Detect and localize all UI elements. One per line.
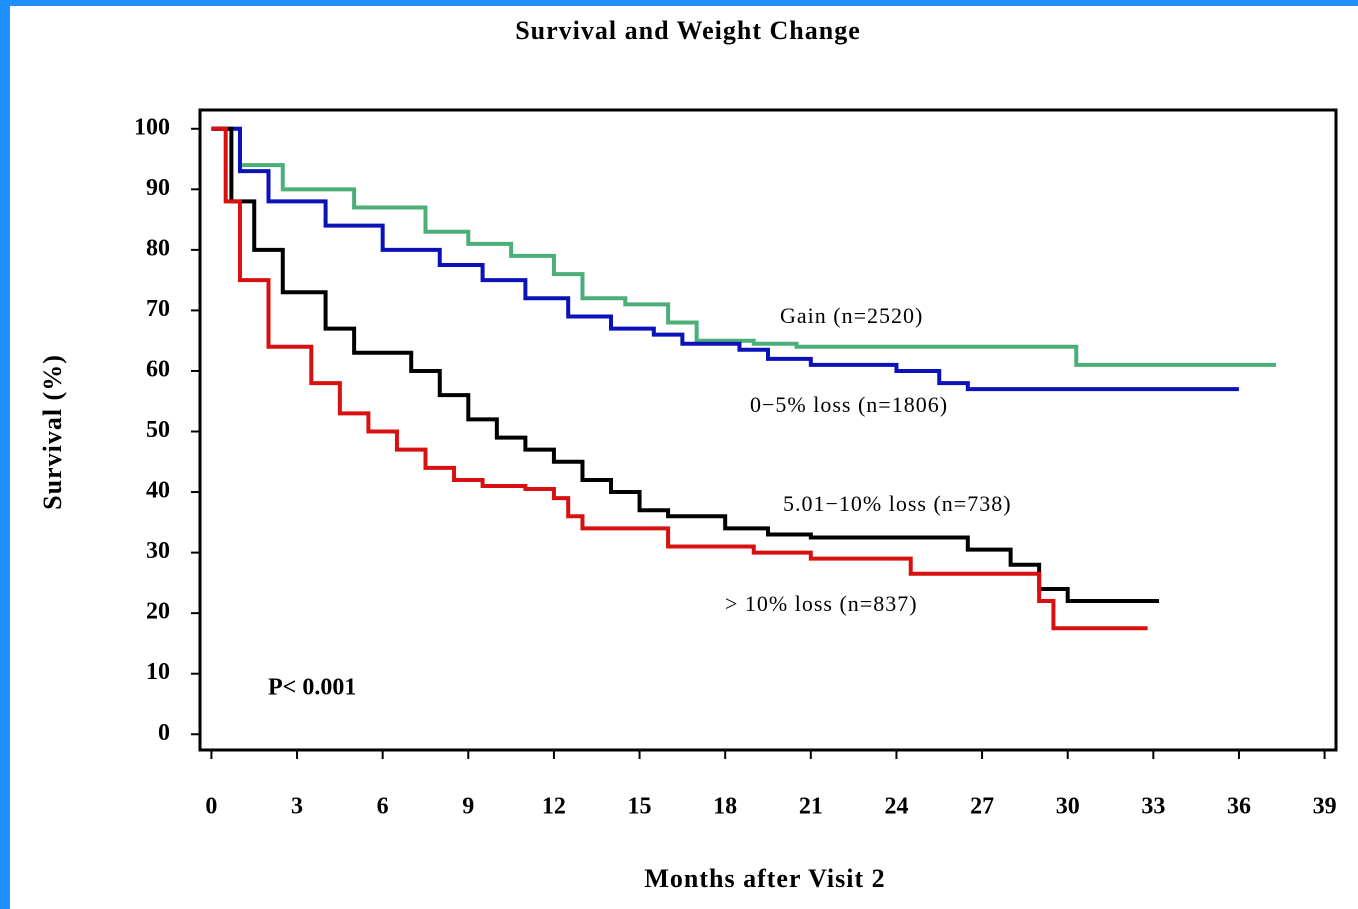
x-tick-label: 15: [628, 794, 652, 820]
x-tick-label: 30: [1056, 794, 1080, 820]
chart-title: Survival and Weight Change: [515, 16, 861, 45]
x-tick-label: 3: [291, 794, 303, 820]
series-label: Gain (n=2520): [780, 303, 923, 328]
x-tick-label: 36: [1227, 794, 1251, 820]
y-tick-label: 80: [146, 235, 170, 261]
plot-frame: [198, 108, 1338, 752]
y-tick-label: 100: [134, 114, 170, 140]
x-tick-label: 24: [884, 794, 908, 820]
survival-curve: [211, 126, 1239, 392]
y-tick-label: 50: [146, 417, 170, 443]
p-value-annotation: P< 0.001: [268, 675, 356, 701]
y-tick-label: 0: [158, 720, 170, 746]
survival-curve: [211, 126, 1160, 604]
panel: [10, 6, 1358, 909]
x-tick-label: 39: [1313, 794, 1337, 820]
survival-curve: [211, 126, 1148, 631]
x-tick-label: 27: [970, 794, 994, 820]
x-tick-label: 6: [377, 794, 389, 820]
x-tick-label: 12: [542, 794, 566, 820]
y-tick-label: 40: [146, 478, 170, 504]
y-tick-label: 60: [146, 356, 170, 382]
x-tick-label: 18: [713, 794, 737, 820]
y-tick-label: 70: [146, 296, 170, 322]
y-tick-label: 30: [146, 538, 170, 564]
x-tick-label: 21: [799, 794, 823, 820]
y-tick-label: 90: [146, 175, 170, 201]
series-label: 5.01−10% loss (n=738): [783, 491, 1012, 516]
y-tick-label: 10: [146, 659, 170, 685]
x-tick-label: 33: [1141, 794, 1165, 820]
series-label: 0−5% loss (n=1806): [750, 392, 948, 417]
x-axis-label: Months after Visit 2: [644, 864, 885, 893]
survival-curve: [211, 126, 1277, 367]
y-axis-label: Survival (%): [38, 354, 67, 510]
x-tick-label: 0: [205, 794, 217, 820]
series-label: > 10% loss (n=837): [725, 591, 918, 616]
x-tick-label: 9: [462, 794, 474, 820]
y-tick-label: 20: [146, 599, 170, 625]
